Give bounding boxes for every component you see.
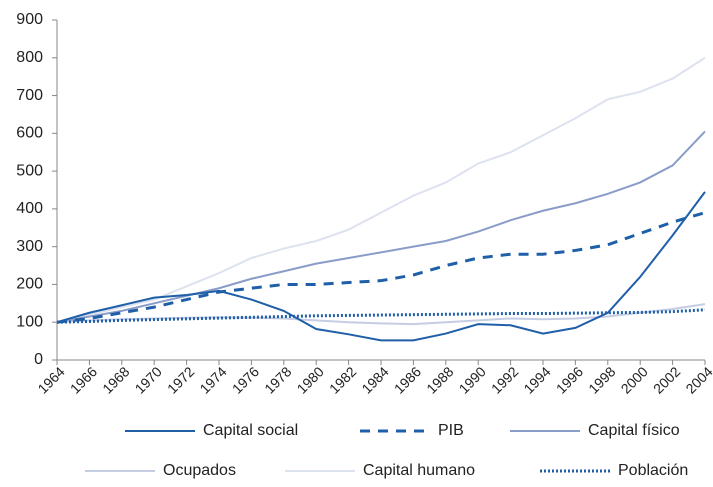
series-line (56, 130, 706, 324)
x-tick-label: 1986 (391, 363, 424, 396)
x-tick-label: 2000 (618, 363, 651, 396)
x-tick-label: 1968 (99, 363, 132, 396)
x-tick-label: 1966 (67, 363, 100, 396)
series-line (56, 308, 706, 324)
y-tick-label: 700 (16, 87, 43, 104)
x-tick-label: 1980 (294, 363, 327, 396)
x-tick-label: 1992 (488, 363, 521, 396)
y-tick-label: 0 (34, 351, 43, 368)
x-tick-label: 2002 (650, 363, 683, 396)
y-tick-label: 200 (16, 276, 43, 293)
legend-label: Ocupados (163, 462, 236, 479)
y-tick-label: 800 (16, 49, 43, 66)
x-tick-label: 1994 (520, 363, 553, 396)
y-tick-label: 500 (16, 162, 43, 179)
x-tick-label: 1988 (423, 363, 456, 396)
x-tick-label: 1998 (585, 363, 618, 396)
legend-label: PIB (438, 422, 464, 439)
legend-label: Población (618, 462, 688, 479)
x-tick-label: 1974 (196, 363, 229, 396)
series-line (56, 56, 706, 324)
x-tick-label: 2004 (682, 363, 713, 396)
y-tick-label: 300 (16, 238, 43, 255)
y-tick-label: 100 (16, 313, 43, 330)
x-tick-label: 1972 (164, 363, 197, 396)
y-tick-label: 400 (16, 200, 43, 217)
x-tick-label: 1996 (553, 363, 586, 396)
series-line (56, 191, 706, 342)
legend-label: Capital físico (588, 422, 680, 439)
x-tick-label: 1990 (456, 363, 489, 396)
legend-label: Capital social (203, 422, 298, 439)
x-tick-label: 1964 (34, 363, 67, 396)
y-tick-label: 900 (16, 11, 43, 28)
x-tick-label: 1976 (229, 363, 262, 396)
x-tick-label: 1978 (261, 363, 294, 396)
series-line (56, 211, 706, 324)
y-tick-label: 600 (16, 125, 43, 142)
x-tick-label: 1984 (358, 363, 391, 396)
legend-label: Capital humano (363, 462, 475, 479)
x-tick-label: 1982 (326, 363, 359, 396)
x-tick-label: 1970 (132, 363, 165, 396)
